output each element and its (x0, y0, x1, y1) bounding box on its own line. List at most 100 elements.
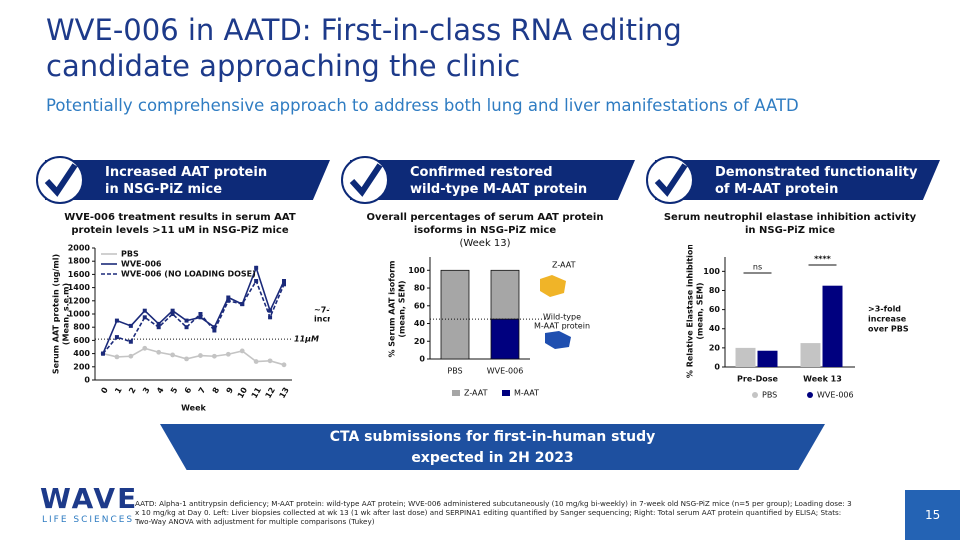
banner-line: of M-AAT protein (715, 182, 839, 197)
y-tick-label: 1200 (68, 296, 91, 305)
annotation: over PBS (868, 325, 909, 334)
bar (735, 347, 756, 367)
y-tick-label: 1800 (68, 257, 91, 266)
y-tick-label: 80 (709, 286, 721, 295)
banner: Increased AAT protein in NSG-PiZ mice (45, 160, 330, 200)
point (282, 279, 286, 283)
banner-line: Demonstrated functionality (715, 165, 918, 180)
point (281, 362, 287, 368)
y-axis-label: (mean, SEM) (696, 282, 705, 339)
banner-text: Increased AAT protein in NSG-PiZ mice (45, 160, 330, 198)
annotation: M-AAT protein (534, 322, 590, 331)
point (211, 353, 217, 359)
x-tick-label: Week 13 (803, 375, 842, 384)
check-circle (341, 156, 389, 204)
point (128, 339, 133, 344)
point (142, 315, 147, 320)
banner: Confirmed restored wild-type M-AAT protei… (350, 160, 635, 200)
x-tick-label: 4 (155, 385, 166, 395)
bar (822, 285, 843, 367)
y-tick-label: 20 (414, 337, 426, 346)
x-tick-label: 9 (225, 385, 236, 395)
y-tick-label: 1600 (68, 270, 91, 279)
point (114, 354, 120, 360)
point (101, 351, 105, 356)
subtitle: Potentially comprehensive approach to ad… (46, 96, 799, 115)
x-tick-label: 8 (211, 385, 222, 395)
chart-heading: Overall percentages of serum AAT protein… (366, 212, 604, 236)
legend-label: Z-AAT (464, 389, 488, 398)
point (128, 323, 133, 328)
point (156, 349, 162, 355)
point (170, 312, 175, 316)
banner-line: Confirmed restored (410, 165, 553, 180)
point (254, 265, 259, 270)
check-mark (44, 163, 78, 197)
point (212, 328, 217, 333)
y-tick-label: 80 (414, 284, 426, 293)
page-number-box (905, 490, 960, 540)
check-icon (36, 156, 84, 204)
annotation: >3-fold (868, 305, 901, 314)
point (184, 356, 189, 362)
series-line (102, 347, 285, 366)
x-tick-label: 5 (169, 385, 180, 395)
y-tick-label: 2000 (68, 244, 91, 253)
check-icon (646, 156, 694, 204)
legend-swatch (807, 392, 813, 398)
bar-segment (490, 269, 520, 320)
point (282, 282, 286, 287)
point (268, 308, 273, 313)
logo: WAVE (40, 482, 139, 515)
x-tick-label: 0 (99, 385, 110, 395)
x-tick-label: 12 (264, 386, 277, 400)
banner-line: in NSG-PiZ mice (105, 182, 223, 197)
bar (757, 350, 778, 367)
legend-label: WVE-006 (NO LOADING DOSE) (121, 270, 256, 279)
significance-label: ns (753, 263, 762, 272)
z-aat-icon (540, 275, 566, 297)
banner-line: wild-type M-AAT protein (410, 182, 588, 197)
point (114, 335, 119, 340)
y-tick-label: 600 (73, 336, 90, 345)
y-tick-label: 60 (414, 301, 426, 310)
point (239, 348, 245, 354)
point (198, 315, 203, 320)
y-tick-label: 1000 (68, 310, 91, 319)
legend-swatch (452, 390, 460, 396)
y-tick-label: 0 (419, 355, 425, 364)
check-mark (654, 163, 688, 197)
check-mark (349, 163, 383, 197)
title-line: WVE-006 in AATD: First-in-class RNA edit… (46, 13, 682, 47)
annotation: Z-AAT (552, 261, 576, 270)
y-tick-label: 200 (73, 362, 90, 371)
y-tick-label: 400 (73, 349, 90, 358)
point (156, 321, 161, 326)
y-tick-label: 40 (709, 324, 721, 333)
y-tick-label: 1400 (68, 283, 91, 292)
bar-segment (490, 318, 520, 360)
y-tick-label: 0 (84, 376, 90, 385)
annotation: ~7-fold (314, 306, 330, 315)
y-axis-label: Serum AAT protein (ug/ml) (52, 254, 61, 374)
callout-line: CTA submissions for first-in-human study (329, 429, 656, 445)
y-axis-label: % Relative Elastase inhibition (686, 245, 695, 378)
reference-label: 11µM (294, 335, 319, 344)
y-tick-label: 40 (414, 319, 426, 328)
x-tick-label: 13 (278, 386, 291, 400)
x-tick-label: 1 (113, 385, 124, 395)
point (198, 312, 203, 316)
chart: 0 20 40 60 80 100 % Relative Elastase inhibiti… (686, 245, 909, 400)
x-tick-label: 3 (141, 386, 152, 395)
point (170, 352, 176, 358)
point (114, 318, 119, 323)
y-axis-label: (Mean, s.e.m) (62, 283, 71, 345)
bar-segment (440, 269, 470, 360)
legend-label: WVE-006 (817, 391, 854, 400)
banner-text: Demonstrated functionality of M-AAT prote… (655, 160, 940, 198)
chart-heading: WVE-006 treatment results in serum AAT p… (64, 212, 296, 236)
y-tick-label: 100 (408, 266, 425, 275)
point (128, 353, 134, 359)
annotation: increase (868, 315, 907, 324)
